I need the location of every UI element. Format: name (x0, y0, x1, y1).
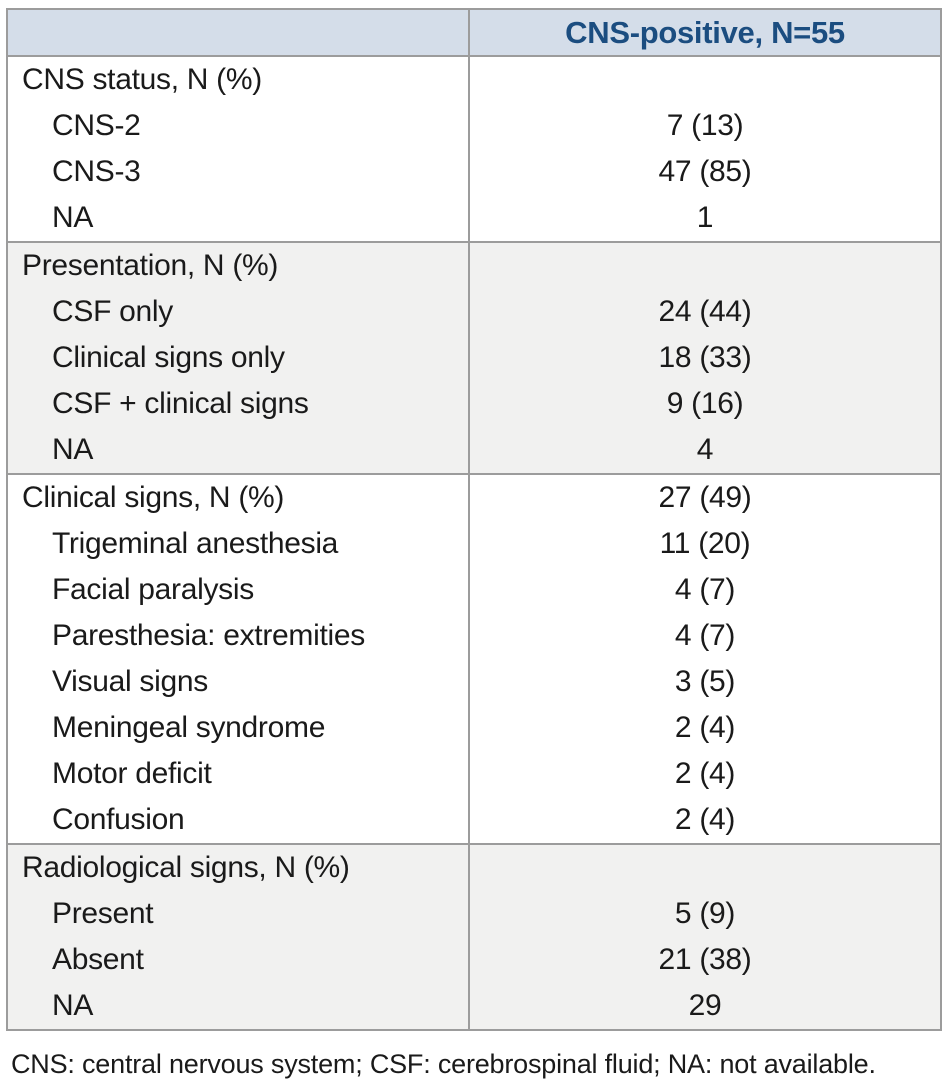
table-row: Visual signs 3 (5) (7, 659, 941, 705)
row-value (469, 844, 941, 891)
row-value: 2 (4) (674, 803, 736, 836)
row-value: 21 (38) (658, 943, 752, 976)
header-empty-cell (7, 9, 470, 56)
row-label: Paresthesia: extremities (7, 613, 470, 659)
table-row: CNS-3 47 (85) (7, 149, 941, 195)
row-label: Visual signs (7, 659, 470, 705)
row-label: Motor deficit (7, 751, 470, 797)
row-label: CSF + clinical signs (7, 381, 470, 427)
row-label: Facial paralysis (7, 567, 470, 613)
row-label: NA (7, 983, 470, 1030)
row-value: 1 (696, 201, 714, 234)
table-row: NA 1 (7, 195, 941, 242)
row-label: CSF only (7, 289, 470, 335)
header-row: CNS-positive, N=55 (7, 9, 941, 56)
table-row: CSF only 24 (44) (7, 289, 941, 335)
row-label: Trigeminal anesthesia (7, 521, 470, 567)
row-label: Clinical signs only (7, 335, 470, 381)
row-value: 47 (85) (658, 155, 752, 188)
row-label: Radiological signs, N (%) (7, 844, 470, 891)
row-value: 3 (5) (674, 665, 736, 698)
row-value: 4 (7) (674, 619, 736, 652)
row-value (469, 56, 941, 103)
row-label: Absent (7, 937, 470, 983)
row-value: 11 (20) (659, 527, 751, 560)
row-label: Clinical signs, N (%) (7, 474, 470, 521)
row-label: Present (7, 891, 470, 937)
row-label: Meningeal syndrome (7, 705, 470, 751)
row-value: 18 (33) (658, 341, 752, 374)
row-label: CNS-2 (7, 103, 470, 149)
table-row: Trigeminal anesthesia 11 (20) (7, 521, 941, 567)
row-value: 2 (4) (674, 757, 736, 790)
row-label: CNS-3 (7, 149, 470, 195)
table-row: Clinical signs only 18 (33) (7, 335, 941, 381)
table-row: CNS-2 7 (13) (7, 103, 941, 149)
table-row: Presentation, N (%) (7, 242, 941, 289)
row-value: 5 (9) (674, 897, 736, 930)
table-row: Confusion 2 (4) (7, 797, 941, 844)
table-row: CSF + clinical signs 9 (16) (7, 381, 941, 427)
table-section: CNS status, N (%) CNS-2 7 (13) CNS-3 47 (85)… (7, 56, 941, 242)
abbreviations-footnote: CNS: central nervous system; CSF: cerebr… (11, 1049, 876, 1079)
row-label: NA (7, 427, 470, 474)
table-row: NA 29 (7, 983, 941, 1030)
header-cns-positive-cell: CNS-positive, N=55 (469, 9, 941, 56)
row-value: 4 (696, 433, 714, 466)
table-row: CNS status, N (%) (7, 56, 941, 103)
row-value: 7 (13) (666, 109, 744, 142)
row-label: Presentation, N (%) (7, 242, 470, 289)
row-label: Confusion (7, 797, 470, 844)
table-row: Absent 21 (38) (7, 937, 941, 983)
table-row: Motor deficit 2 (4) (7, 751, 941, 797)
cns-characteristics-table: CNS-positive, N=55 CNS status, N (%) CNS-… (6, 8, 942, 1031)
row-label: NA (7, 195, 470, 242)
row-value (469, 242, 941, 289)
row-value: 27 (49) (658, 481, 752, 514)
table-header: CNS-positive, N=55 (7, 9, 941, 56)
table-row: Meningeal syndrome 2 (4) (7, 705, 941, 751)
row-value: 9 (16) (666, 387, 744, 420)
row-label: CNS status, N (%) (7, 56, 470, 103)
table-section: Presentation, N (%) CSF only 24 (44) Clinic… (7, 242, 941, 474)
table-row: Paresthesia: extremities 4 (7) (7, 613, 941, 659)
row-value: 29 (688, 989, 722, 1022)
table-section: Clinical signs, N (%) 27 (49) Trigeminal a… (7, 474, 941, 844)
row-value: 4 (7) (674, 573, 736, 606)
table-row: NA 4 (7, 427, 941, 474)
row-value: 2 (4) (674, 711, 736, 744)
table-row: Facial paralysis 4 (7) (7, 567, 941, 613)
table-row: Present 5 (9) (7, 891, 941, 937)
table-row: Clinical signs, N (%) 27 (49) (7, 474, 941, 521)
table-row: Radiological signs, N (%) (7, 844, 941, 891)
table-section: Radiological signs, N (%) Present 5 (9) Abs… (7, 844, 941, 1030)
row-value: 24 (44) (658, 295, 752, 328)
